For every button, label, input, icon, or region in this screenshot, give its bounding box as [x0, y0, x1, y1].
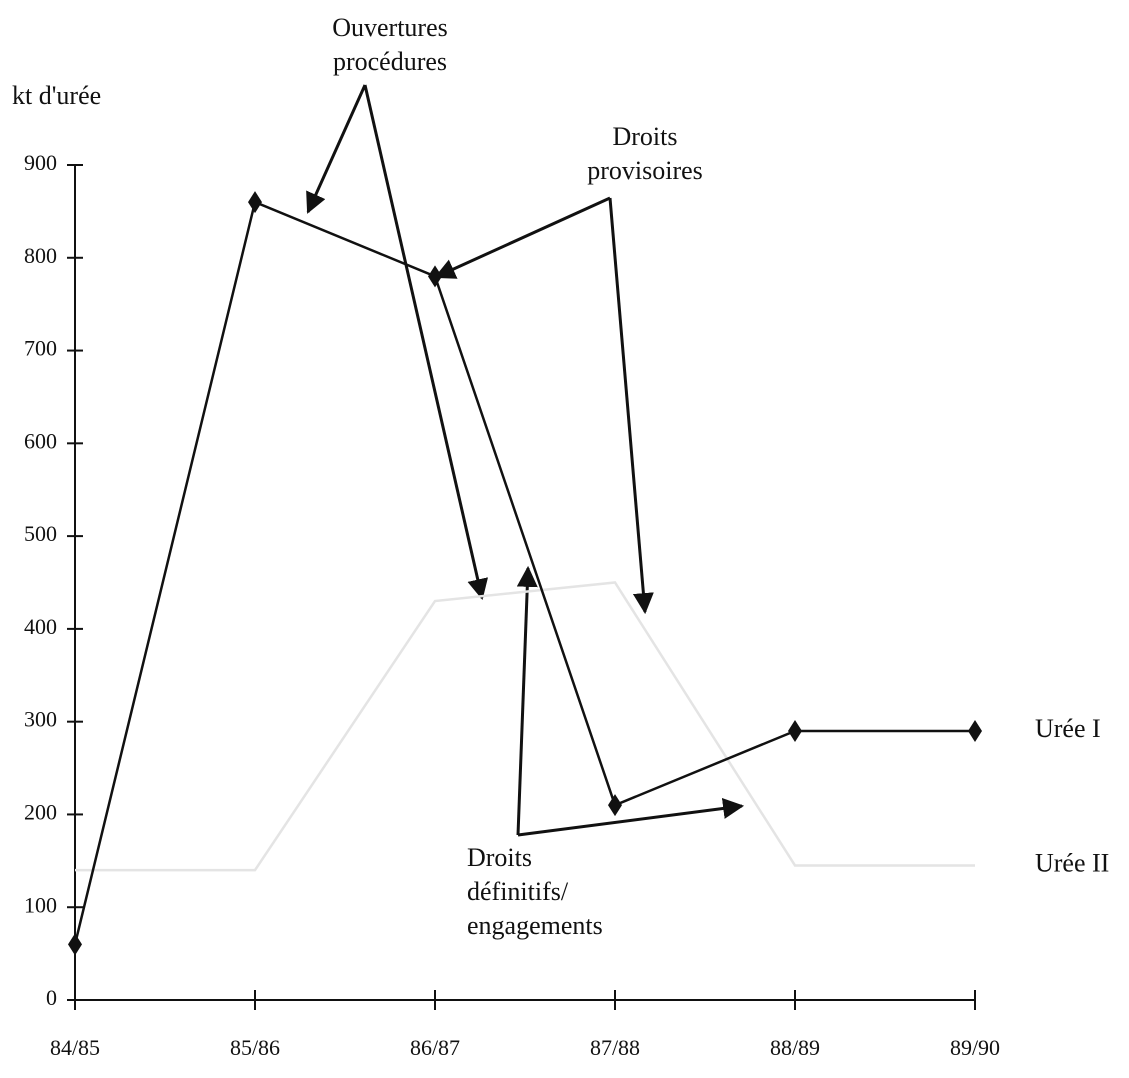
series: Urée II: [75, 581, 1109, 877]
arrow: [306, 84, 367, 214]
annotation: Ouvertures: [332, 13, 448, 42]
series: Urée I: [68, 191, 1101, 956]
point-marker: [68, 933, 82, 956]
annotation-arrows: [306, 84, 745, 837]
arrow: [517, 798, 745, 837]
x-tick-label: 87/88: [590, 1035, 640, 1060]
annotation: provisoires: [587, 156, 703, 185]
arrow: [363, 84, 489, 601]
y-tick-label: 800: [24, 243, 57, 268]
point-marker: [428, 265, 442, 288]
y-tick-label: 100: [24, 892, 57, 917]
y-tick-label: 200: [24, 799, 57, 824]
annotation: Droits: [613, 122, 678, 151]
series-line: [73, 200, 975, 945]
x-tick-label: 84/85: [50, 1035, 100, 1060]
series-label: Urée II: [1035, 848, 1109, 877]
annotation: procédures: [333, 47, 447, 76]
point-marker: [608, 794, 622, 817]
annotation: engagements: [467, 911, 603, 940]
y-axis-label: kt d'urée: [12, 81, 101, 110]
series-line: [75, 581, 975, 872]
point-marker: [968, 719, 982, 742]
point-marker: [788, 719, 802, 742]
series-label: Urée I: [1035, 714, 1101, 743]
arrow: [434, 196, 611, 279]
annotation: définitifs/: [467, 877, 569, 906]
y-tick-label: 0: [46, 985, 57, 1010]
point-marker: [248, 191, 262, 214]
x-tick-label: 88/89: [770, 1035, 820, 1060]
y-tick-label: 400: [24, 614, 57, 639]
x-tick-label: 86/87: [410, 1035, 460, 1060]
arrow: [608, 197, 654, 615]
y-tick-label: 300: [24, 707, 57, 732]
arrow: [516, 565, 538, 836]
x-tick-label: 85/86: [230, 1035, 280, 1060]
y-tick-label: 700: [24, 336, 57, 361]
y-tick-label: 900: [24, 150, 57, 175]
annotation: Droits: [467, 843, 532, 872]
y-tick-label: 500: [24, 521, 57, 546]
y-tick-label: 600: [24, 428, 57, 453]
x-tick-label: 89/90: [950, 1035, 1000, 1060]
